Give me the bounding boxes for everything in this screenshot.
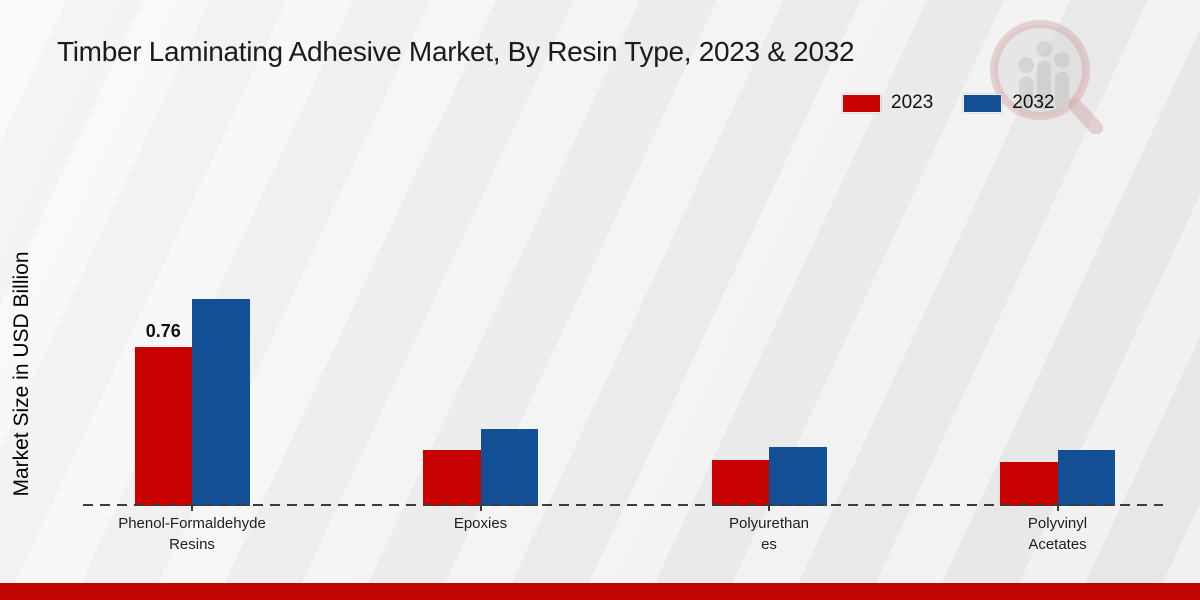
legend-label-2023: 2023 xyxy=(891,92,934,113)
bar-2032-phenol-formaldehyde-resins xyxy=(192,298,250,506)
legend-item-2032: 2032 xyxy=(963,92,1055,114)
y-axis-label: Market Size in USD Billion xyxy=(10,251,33,497)
legend-item-2023: 2023 xyxy=(842,92,933,114)
bar-2032-epoxies xyxy=(480,428,538,506)
legend-swatch-2032 xyxy=(963,93,1003,113)
bar-2023-polyvinyl-acetates xyxy=(1000,462,1058,506)
footer-accent-bar xyxy=(0,583,1200,600)
x-axis-tick xyxy=(479,506,482,511)
bar-2023-polyurethanes xyxy=(711,459,769,506)
category-label-polyvinyl-acetates: Polyvinyl Acetates xyxy=(1027,515,1088,553)
bar-2032-polyurethanes xyxy=(769,447,827,506)
legend: 2023 2032 xyxy=(842,92,1055,114)
bar-2023-phenol-formaldehyde-resins xyxy=(134,347,192,506)
x-axis-baseline xyxy=(83,504,1163,506)
x-axis-tick xyxy=(191,506,193,511)
bar-value-label-2023: 0.76 xyxy=(145,321,181,341)
bar-2032-polyvinyl-acetates xyxy=(1057,449,1115,506)
chart-title: Timber Laminating Adhesive Market, By Re… xyxy=(57,36,855,67)
legend-label-2032: 2032 xyxy=(1012,92,1055,113)
category-label-epoxies: Epoxies xyxy=(453,515,508,532)
bar-2023-epoxies xyxy=(423,449,481,506)
category-label-polyurethanes: Polyurethan es xyxy=(728,515,810,553)
market-research-magnifier-logo-icon xyxy=(990,20,1103,134)
x-axis-tick xyxy=(768,506,770,511)
category-label-phenol-formaldehyde-resins: Phenol-Formaldehyde Resins xyxy=(118,515,266,553)
x-axis-tick xyxy=(1056,506,1059,511)
legend-swatch-2023 xyxy=(842,93,881,113)
